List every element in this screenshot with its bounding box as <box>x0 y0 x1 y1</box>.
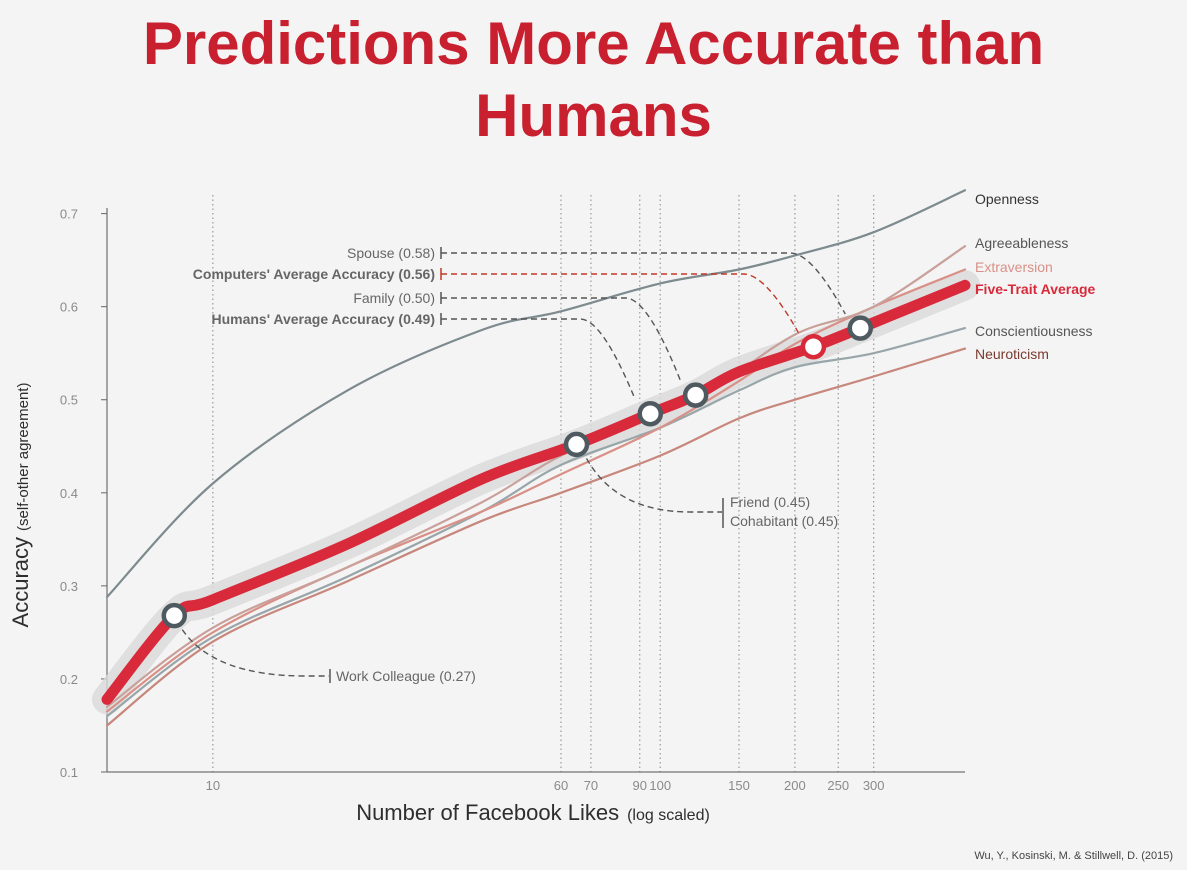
connector-line <box>585 458 722 513</box>
comparison-connectors <box>181 247 846 683</box>
slide-title-line-1: Predictions More Accurate than <box>142 10 1045 77</box>
comparison-label: Computers' Average Accuracy (0.56) <box>193 266 435 282</box>
comparison-marker <box>682 382 709 408</box>
axis-titles: Number of Facebook Likes (log scaled) Accu… <box>8 383 710 825</box>
slide-title-line-2: Humans <box>475 82 712 149</box>
five-trait-confidence-band <box>92 270 980 715</box>
comparison-label: Friend (0.45) <box>730 494 810 510</box>
x-tick-label: 90 <box>633 778 647 793</box>
y-tick-label: 0.2 <box>60 672 78 687</box>
citation: Wu, Y., Kosinski, M. & Stillwell, D. (20… <box>974 850 1173 862</box>
axes: 10 60 70 90 100 150 200 250 300 0.1 0.2 0.3 0.4 0.5 0.… <box>60 207 965 793</box>
x-axis-title: Number of Facebook Likes (log scaled) <box>356 800 710 825</box>
series-label-conscientiousness: Conscientiousness <box>975 323 1093 339</box>
comparison-markers <box>161 315 874 629</box>
y-tick-label: 0.4 <box>60 486 78 501</box>
comparison-marker <box>161 602 188 629</box>
comparison-marker <box>637 400 664 427</box>
x-axis-title-main: Number of Facebook Likes <box>356 800 619 825</box>
connector-line <box>441 318 636 400</box>
series-label-neuroticism: Neuroticism <box>975 346 1049 362</box>
x-tick-label: 300 <box>863 778 885 793</box>
y-axis-title-main: Accuracy <box>8 537 33 627</box>
y-tick-label: 0.7 <box>60 207 78 222</box>
y-tick-label: 0.1 <box>60 765 78 780</box>
comparison-marker <box>563 431 590 458</box>
x-tick-label: 200 <box>784 778 806 793</box>
series-label-agreeableness: Agreeableness <box>975 235 1068 251</box>
comparison-label: Spouse (0.58) <box>347 245 435 261</box>
series-line-extraversion <box>105 268 967 713</box>
x-tick-label: 70 <box>584 778 598 793</box>
slide-title: Predictions More Accurate than Humans <box>0 8 1187 152</box>
series-line-neuroticism <box>105 347 967 727</box>
comparison-label: Family (0.50) <box>353 290 435 306</box>
series-line-openness <box>105 189 967 599</box>
comparison-label: Humans' Average Accuracy (0.49) <box>211 311 435 327</box>
comparison-label: Cohabitant (0.45) <box>730 513 838 529</box>
y-tick-label: 0.3 <box>60 579 78 594</box>
comparison-marker <box>800 333 827 360</box>
x-axis-title-note: (log scaled) <box>627 807 710 824</box>
series-labels: Openness Agreeableness Extraversion Five-Tr… <box>975 191 1096 362</box>
y-axis-title-note: (self-other agreement) <box>15 383 32 531</box>
comparison-labels: Spouse (0.58) Computers' Average Accuracy… <box>193 245 838 684</box>
x-tick-label: 60 <box>554 778 568 793</box>
comparison-label: Work Colleague (0.27) <box>336 668 476 684</box>
connector-line <box>441 297 682 382</box>
connector-line <box>441 273 800 334</box>
y-tick-label: 0.5 <box>60 393 78 408</box>
x-tick-label: 250 <box>827 778 849 793</box>
x-tick-label: 100 <box>649 778 671 793</box>
series-label-openness: Openness <box>975 191 1039 207</box>
y-axis-title: Accuracy (self-other agreement) <box>8 383 33 628</box>
series-line-conscientiousness <box>105 327 967 718</box>
connector-line <box>441 252 846 315</box>
series-label-extraversion: Extraversion <box>975 259 1053 275</box>
comparison-marker <box>847 315 874 341</box>
series-label-five-trait: Five-Trait Average <box>975 281 1096 297</box>
x-tick-label: 10 <box>206 778 220 793</box>
x-tick-label: 150 <box>728 778 750 793</box>
y-tick-label: 0.6 <box>60 300 78 315</box>
connector-line <box>181 629 329 677</box>
